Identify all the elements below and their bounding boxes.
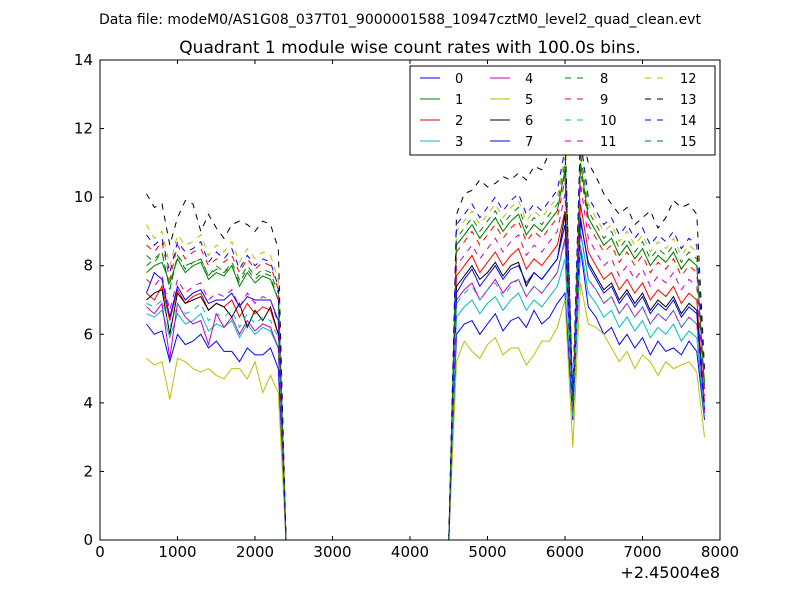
plot-frame	[99, 59, 721, 541]
series-line-13	[146, 128, 705, 541]
series-line-14	[146, 138, 705, 541]
legend-label-8: 8	[600, 72, 608, 87]
x-tick-label: 1000	[158, 543, 196, 561]
series-line-3	[146, 245, 705, 541]
legend-label-12: 12	[680, 72, 697, 87]
ticks-layer: 0 1000 2000 3000 4000 5000 6000 7000 80000246810…	[74, 51, 739, 561]
x-tick-label: 5000	[468, 543, 506, 561]
x-tick-label: 4000	[391, 543, 429, 561]
series-layer	[146, 128, 705, 541]
series-line-4	[146, 231, 705, 541]
y-tick-label: 12	[74, 120, 93, 138]
legend-label-10: 10	[600, 114, 617, 129]
legend-label-14: 14	[680, 114, 697, 129]
y-tick-label: 2	[83, 462, 93, 480]
y-tick-label: 8	[83, 257, 93, 275]
legend-label-1: 1	[455, 93, 463, 108]
series-line-6	[146, 214, 705, 541]
legend-label-7: 7	[525, 135, 533, 150]
x-tick-label: 6000	[546, 543, 584, 561]
y-tick-label: 0	[83, 531, 93, 549]
legend-label-0: 0	[455, 72, 463, 87]
y-tick-label: 14	[74, 51, 93, 69]
legend-label-9: 9	[600, 93, 608, 108]
legend-label-11: 11	[600, 135, 617, 150]
y-tick-label: 4	[83, 394, 93, 412]
x-tick-label: 8000	[701, 543, 739, 561]
chart-title: Quadrant 1 module wise count rates with …	[179, 38, 640, 58]
series-line-9	[146, 169, 705, 541]
legend-label-3: 3	[455, 135, 463, 150]
series-line-10	[146, 231, 705, 541]
legend-label-2: 2	[455, 114, 463, 129]
series-line-2	[146, 203, 705, 541]
x-tick-label: 2000	[236, 543, 274, 561]
x-offset-label: +2.45004e8	[620, 563, 720, 582]
x-tick-label: 0	[95, 543, 105, 561]
legend-label-6: 6	[525, 114, 533, 129]
legend-label-5: 5	[525, 93, 533, 108]
x-tick-label: 7000	[623, 543, 661, 561]
series-line-7	[146, 217, 705, 541]
series-line-11	[146, 183, 705, 541]
series-line-8	[146, 152, 705, 541]
legend-frame	[409, 65, 716, 156]
series-line-0	[146, 248, 705, 541]
data-file-header: Data file: modeM0/AS1G08_037T01_90000015…	[99, 12, 701, 28]
legend-label-4: 4	[525, 72, 533, 87]
x-tick-label: 3000	[313, 543, 351, 561]
legend-label-15: 15	[680, 135, 697, 150]
y-tick-label: 10	[74, 188, 93, 206]
y-tick-label: 6	[83, 325, 93, 343]
legend-label-13: 13	[680, 93, 697, 108]
